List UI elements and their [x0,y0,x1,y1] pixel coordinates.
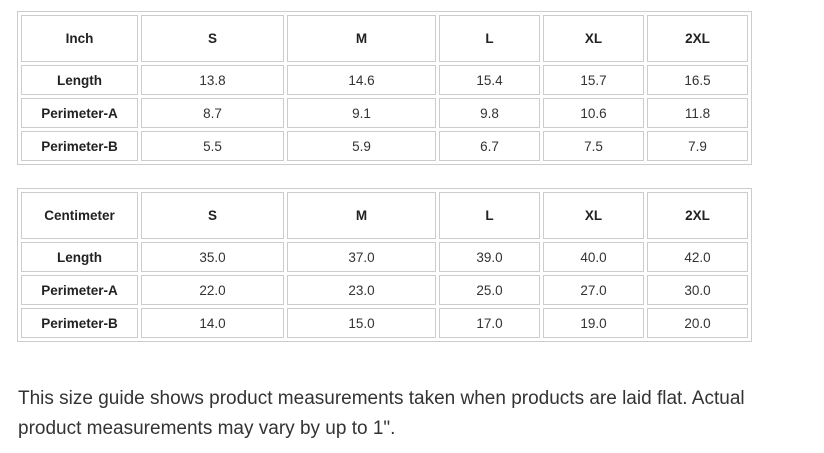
table-row: Length 35.0 37.0 39.0 40.0 42.0 [21,242,748,272]
header-cell: S [141,192,284,239]
header-cell: 2XL [647,192,748,239]
row-label: Length [21,242,138,272]
table-cell: 9.1 [287,98,436,128]
header-cell: 2XL [647,15,748,62]
table-cell: 25.0 [439,275,540,305]
table-cell: 7.5 [543,131,644,161]
table-cell: 10.6 [543,98,644,128]
table-cell: 5.5 [141,131,284,161]
table-row: Perimeter-A 8.7 9.1 9.8 10.6 11.8 [21,98,748,128]
header-cell: Inch [21,15,138,62]
table-cell: 7.9 [647,131,748,161]
row-label: Length [21,65,138,95]
table-cell: 17.0 [439,308,540,338]
row-label: Perimeter-B [21,308,138,338]
header-cell: M [287,192,436,239]
table-cell: 14.6 [287,65,436,95]
row-label: Perimeter-B [21,131,138,161]
table-cell: 27.0 [543,275,644,305]
header-cell: Centimeter [21,192,138,239]
size-note: This size guide shows product measuremen… [18,388,745,439]
row-label: Perimeter-A [21,98,138,128]
table-cell: 16.5 [647,65,748,95]
table-cell: 11.8 [647,98,748,128]
table-row: Length 13.8 14.6 15.4 15.7 16.5 [21,65,748,95]
table-row: Perimeter-B 5.5 5.9 6.7 7.5 7.9 [21,131,748,161]
header-row: Inch S M L XL 2XL [21,15,748,62]
header-cell: L [439,15,540,62]
table-cell: 15.7 [543,65,644,95]
table-cell: 5.9 [287,131,436,161]
header-cell: M [287,15,436,62]
table-cell: 20.0 [647,308,748,338]
table-cell: 9.8 [439,98,540,128]
table-cell: 13.8 [141,65,284,95]
header-cell: L [439,192,540,239]
table-cell: 8.7 [141,98,284,128]
table-cell: 22.0 [141,275,284,305]
header-cell: XL [543,15,644,62]
table-cell: 15.0 [287,308,436,338]
header-cell: XL [543,192,644,239]
table-cell: 39.0 [439,242,540,272]
table-cell: 42.0 [647,242,748,272]
table-cell: 30.0 [647,275,748,305]
table-cell: 40.0 [543,242,644,272]
table-cell: 14.0 [141,308,284,338]
header-row: Centimeter S M L XL 2XL [21,192,748,239]
header-cell: S [141,15,284,62]
row-label: Perimeter-A [21,275,138,305]
table-cell: 37.0 [287,242,436,272]
table-cell: 35.0 [141,242,284,272]
table-cell: 23.0 [287,275,436,305]
table-cell: 6.7 [439,131,540,161]
size-table: Centimeter S M L XL 2XL Length 35.0 37.0 39.0 40.0… [17,188,752,342]
table-cell: 15.4 [439,65,540,95]
size-table: Inch S M L XL 2XL Length 13.8 14.6 15.4 15.7 16.5 Pe… [17,11,752,165]
table-cell: 19.0 [543,308,644,338]
table-row: Perimeter-B 14.0 15.0 17.0 19.0 20.0 [21,308,748,338]
table-row: Perimeter-A 22.0 23.0 25.0 27.0 30.0 [21,275,748,305]
